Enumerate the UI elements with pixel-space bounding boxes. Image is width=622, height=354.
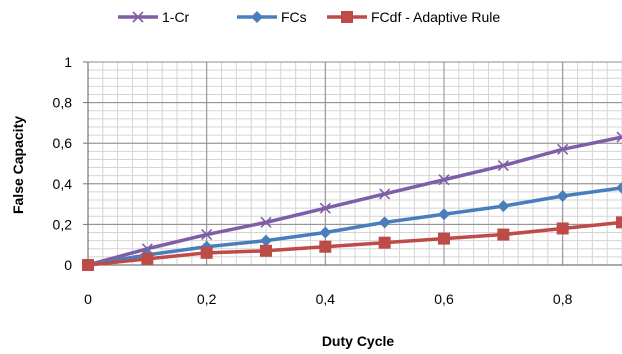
tick-labels: 0 0,2 0,4 0,6 0,8 0 0,2 0,4 0,6 0,8 1: [53, 54, 573, 307]
data-point: [556, 189, 569, 202]
data-point: [378, 236, 391, 249]
data-point: [438, 208, 450, 221]
marker-stroke: [616, 135, 622, 143]
legend-label: FCdf - Adaptive Rule: [371, 9, 500, 25]
y-tick-label: 1: [64, 54, 72, 70]
data-point: [616, 216, 622, 229]
data-point: [557, 143, 569, 155]
x-tick-label: 0,6: [434, 291, 454, 307]
legend-label: 1-Cr: [162, 9, 190, 25]
data-point: [616, 181, 622, 194]
marker-stroke: [132, 11, 144, 23]
x-tick-label: 0,2: [197, 291, 217, 307]
series-line: [87, 186, 622, 267]
data-point: [616, 131, 622, 143]
data-point: [497, 200, 510, 213]
legend-entry-3: FCdf - Adaptive Rule: [327, 9, 500, 25]
grid: [87, 61, 622, 266]
data-point: [319, 226, 332, 239]
data-point: [201, 228, 213, 241]
data-point: [379, 188, 391, 200]
series: [82, 131, 622, 271]
legend-entry-2: FCs: [237, 9, 307, 25]
marker-stroke: [260, 216, 272, 228]
data-point: [438, 174, 450, 186]
marker-stroke: [201, 228, 213, 241]
data-point: [141, 252, 154, 265]
x-tick-label: 0,8: [553, 291, 573, 307]
y-axis-title: False Capacity: [10, 116, 26, 214]
data-point: [260, 244, 272, 257]
data-point: [141, 243, 153, 255]
data-point: [260, 234, 272, 247]
series-line: [87, 220, 622, 267]
x-axis-title: Duty Cycle: [322, 333, 395, 349]
legend-label: FCs: [281, 9, 307, 25]
axes: [83, 61, 622, 266]
marker-stroke: [438, 174, 450, 186]
series-line: [87, 135, 622, 267]
data-point: [438, 232, 450, 245]
legend-marker: [251, 11, 263, 23]
marker-stroke: [497, 159, 509, 172]
series-3: [82, 216, 622, 271]
data-point: [556, 222, 569, 235]
data-point: [200, 246, 213, 259]
legend-entry-1: 1-Cr: [118, 9, 190, 25]
y-tick-label: 0,2: [53, 216, 73, 232]
data-point: [319, 202, 331, 214]
data-point: [378, 216, 391, 229]
x-tick-label: 0: [84, 291, 92, 307]
marker-stroke: [319, 202, 331, 214]
legend: 1-Cr FCs FCdf - Adaptive Rule: [118, 9, 500, 25]
legend-marker: [341, 11, 353, 23]
y-tick-label: 0,8: [53, 95, 73, 111]
marker-stroke: [141, 243, 153, 255]
y-tick-label: 0,6: [53, 135, 73, 151]
marker-stroke: [557, 143, 569, 155]
y-tick-label: 0: [64, 257, 72, 273]
marker-stroke: [379, 188, 391, 200]
marker-stroke: [616, 131, 622, 139]
x-tick-label: 0,4: [316, 291, 336, 307]
data-point: [497, 228, 510, 241]
data-point: [260, 216, 272, 228]
data-point: [497, 159, 509, 172]
legend-marker: [132, 11, 144, 23]
data-point: [319, 240, 332, 253]
y-tick-label: 0,4: [53, 176, 73, 192]
data-point: [82, 259, 94, 271]
